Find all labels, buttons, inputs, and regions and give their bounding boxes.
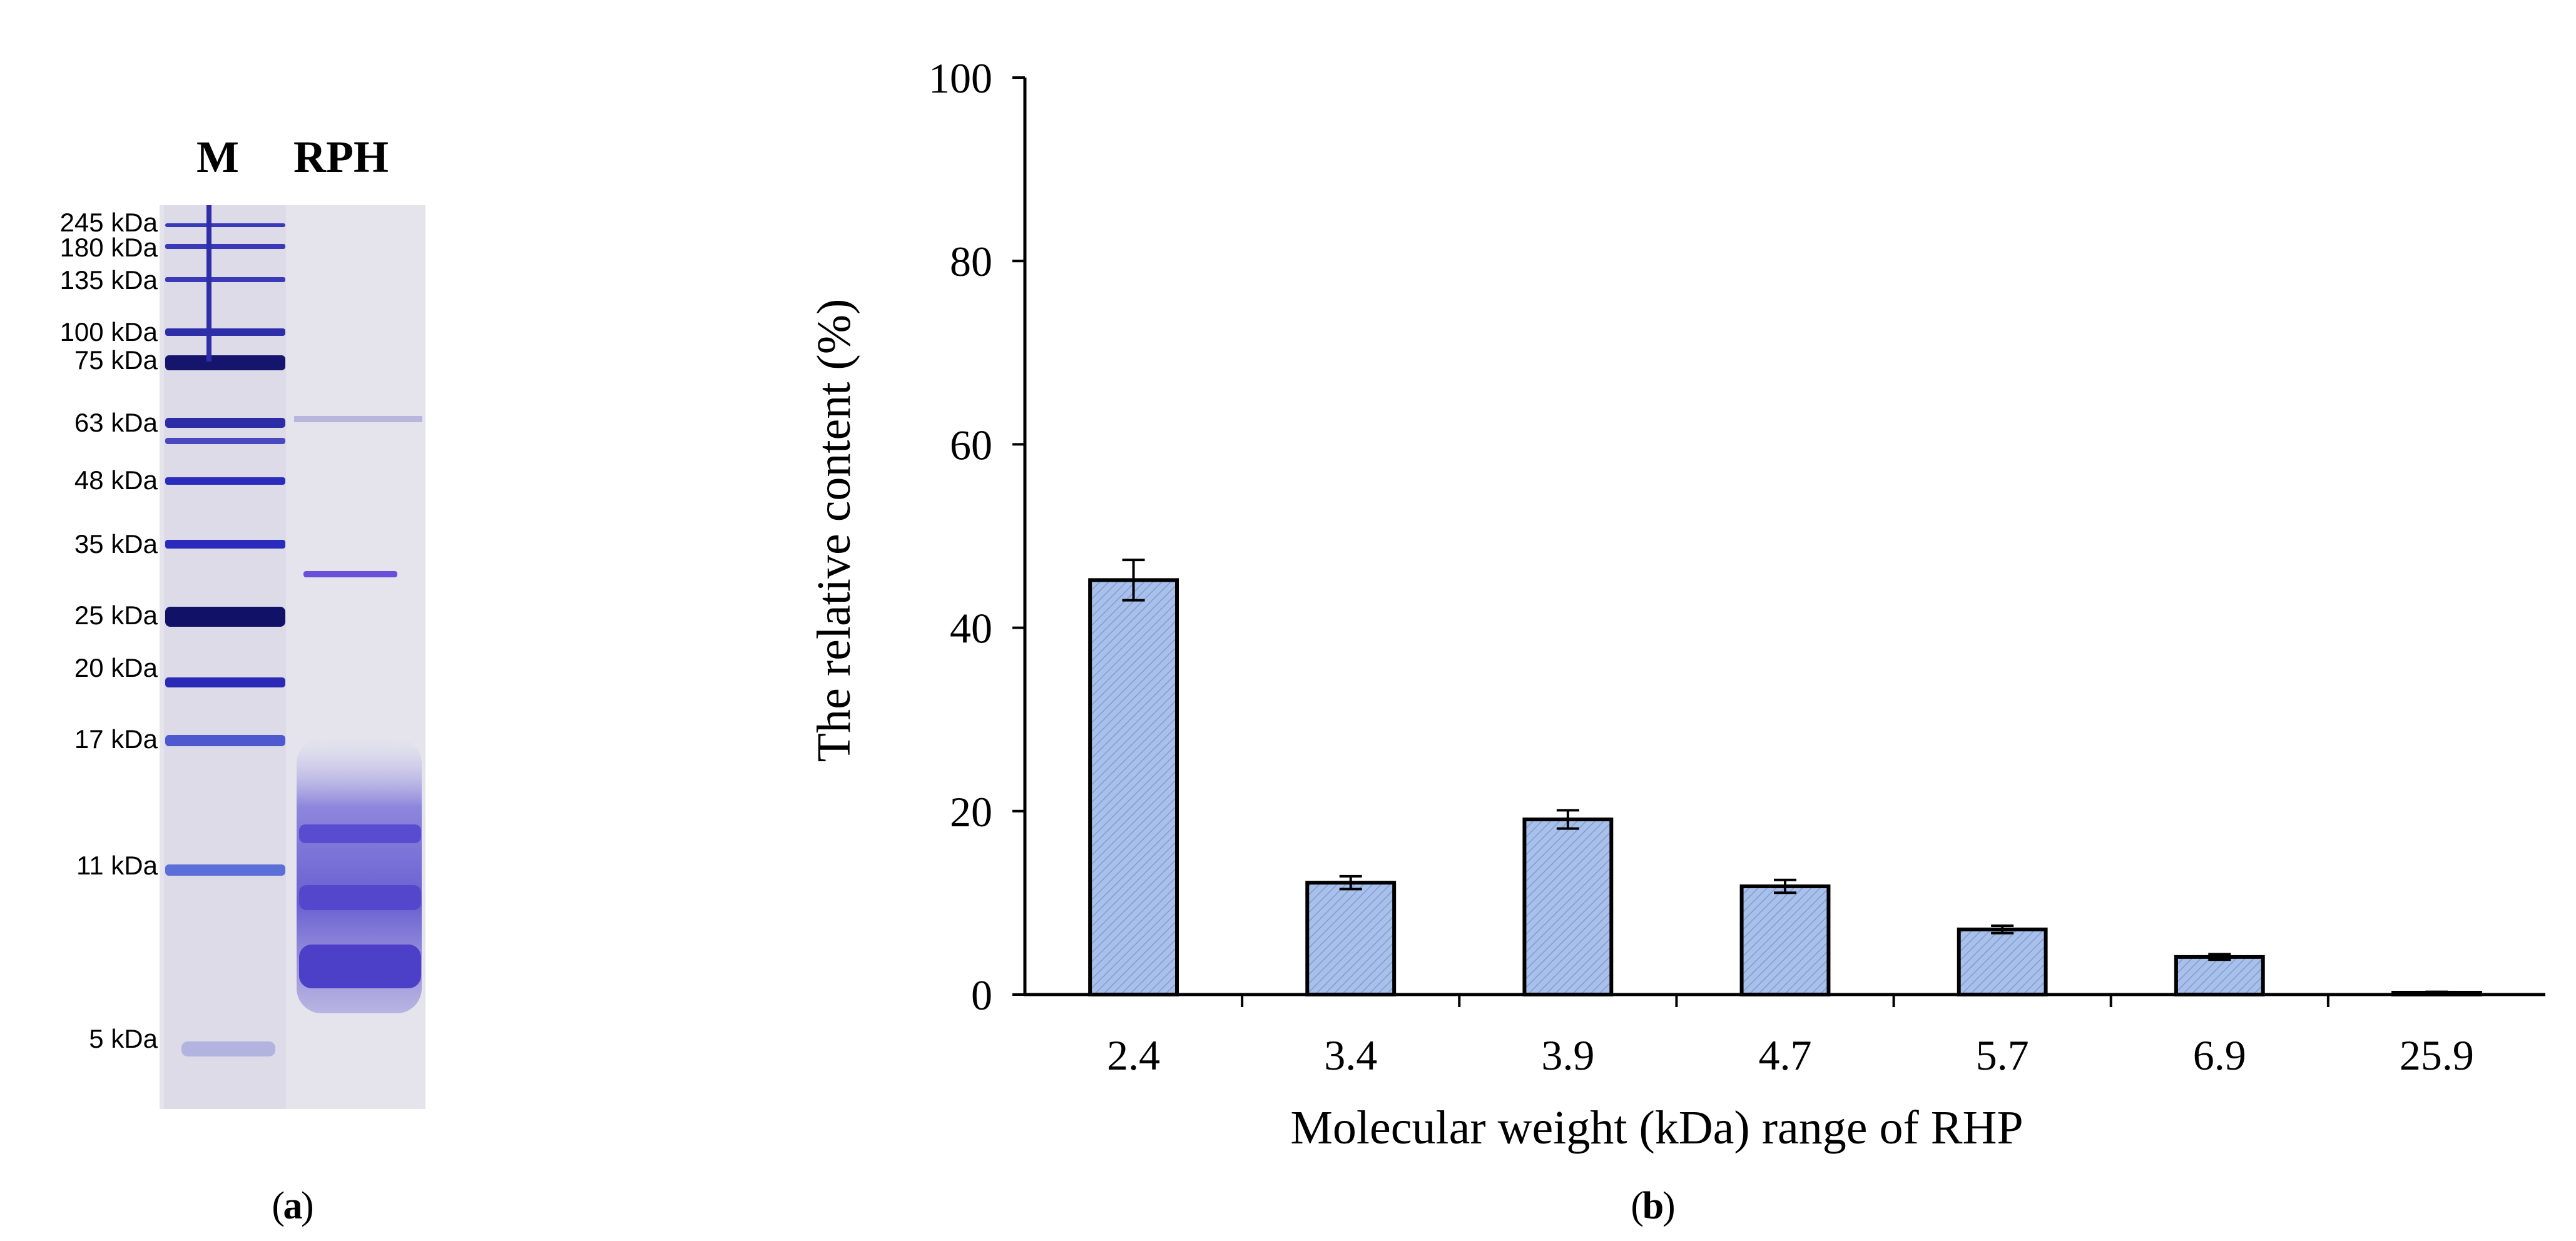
marker-label: 35 kDa <box>74 529 158 559</box>
marker-band <box>165 540 285 549</box>
bar <box>1739 884 1831 996</box>
bars <box>1088 559 2482 997</box>
caption-letter-b: b <box>1642 1185 1664 1227</box>
bar <box>1305 881 1397 996</box>
marker-band <box>165 677 285 687</box>
x-axis-title: Molecular weight (kDa) range of RHP <box>1290 1102 2023 1154</box>
marker-label: 25 kDa <box>74 600 158 630</box>
y-tick-label: 60 <box>950 421 992 469</box>
x-tick-label: 25.9 <box>2400 1031 2474 1079</box>
marker-label: 5 kDa <box>89 1024 158 1053</box>
x-tick-label: 4.7 <box>1759 1031 1812 1079</box>
marker-label: 100 kDa <box>60 317 158 347</box>
marker-streak <box>206 205 211 362</box>
sample-lane <box>294 416 422 1013</box>
caption-open-paren: ( <box>1631 1185 1644 1227</box>
y-tick-label: 80 <box>950 238 992 285</box>
marker-band <box>165 355 285 370</box>
marker-band <box>165 438 285 444</box>
y-tick-label: 20 <box>950 788 992 836</box>
marker-labels: 245 kDa 180 kDa 135 kDa 100 kDa 75 kDa 6… <box>60 208 158 1053</box>
marker-band <box>165 477 285 485</box>
marker-band <box>165 244 285 249</box>
caption-close-paren: ) <box>301 1185 314 1227</box>
bar <box>1088 578 1179 996</box>
marker-bands <box>165 205 285 1056</box>
marker-label: 180 kDa <box>60 233 158 262</box>
marker-band <box>165 735 285 746</box>
caption-b: ( b ) <box>1631 1185 1675 1227</box>
x-tick-label: 3.4 <box>1324 1031 1377 1079</box>
x-axis: 2.4 3.4 3.9 4.7 5.7 6.9 25.9 <box>1107 995 2474 1079</box>
bar <box>1957 927 2048 996</box>
marker-label: 20 kDa <box>74 653 158 682</box>
marker-band <box>165 418 285 428</box>
marker-label: 11 kDa <box>76 851 158 880</box>
caption-letter-a: a <box>283 1185 303 1227</box>
caption-open-paren: ( <box>272 1185 285 1227</box>
y-tick-label: 40 <box>950 605 992 652</box>
marker-label: 63 kDa <box>74 408 158 437</box>
sample-band <box>299 824 421 843</box>
marker-label: 48 kDa <box>74 465 158 495</box>
marker-label: 245 kDa <box>60 208 158 237</box>
y-tick-label: 0 <box>971 971 992 1019</box>
marker-label: 17 kDa <box>74 724 158 754</box>
marker-band <box>165 328 285 336</box>
sample-band <box>303 571 397 577</box>
marker-label: 135 kDa <box>60 265 158 295</box>
x-tick-label: 5.7 <box>1976 1031 2029 1079</box>
bar <box>2174 955 2265 997</box>
x-tick-label: 3.9 <box>1541 1031 1594 1079</box>
marker-band <box>165 277 285 282</box>
sample-band <box>294 416 422 422</box>
bar-chart: The relative content (%) 0 20 40 60 80 100 2.… <box>808 54 2545 1227</box>
bar <box>1522 817 1614 997</box>
marker-band <box>165 864 285 876</box>
sample-band <box>299 945 421 988</box>
x-tick-label: 6.9 <box>2193 1031 2246 1079</box>
marker-band <box>165 607 285 627</box>
marker-band <box>181 1041 275 1056</box>
y-axis: 0 20 40 60 80 100 <box>929 54 1025 1019</box>
gel-panel: M RPH <box>60 132 425 1227</box>
caption-a: ( a ) <box>272 1185 313 1227</box>
lane-label-m: M <box>196 132 239 182</box>
x-tick-label: 2.4 <box>1107 1031 1160 1079</box>
caption-close-paren: ) <box>1662 1185 1676 1227</box>
gel-marker-lane <box>164 205 286 1109</box>
lane-label-rph: RPH <box>293 132 389 182</box>
marker-band <box>165 223 285 227</box>
marker-label: 75 kDa <box>74 345 158 375</box>
y-axis-title: The relative content (%) <box>808 299 860 762</box>
y-tick-label: 100 <box>929 54 992 102</box>
sample-band <box>299 885 421 910</box>
